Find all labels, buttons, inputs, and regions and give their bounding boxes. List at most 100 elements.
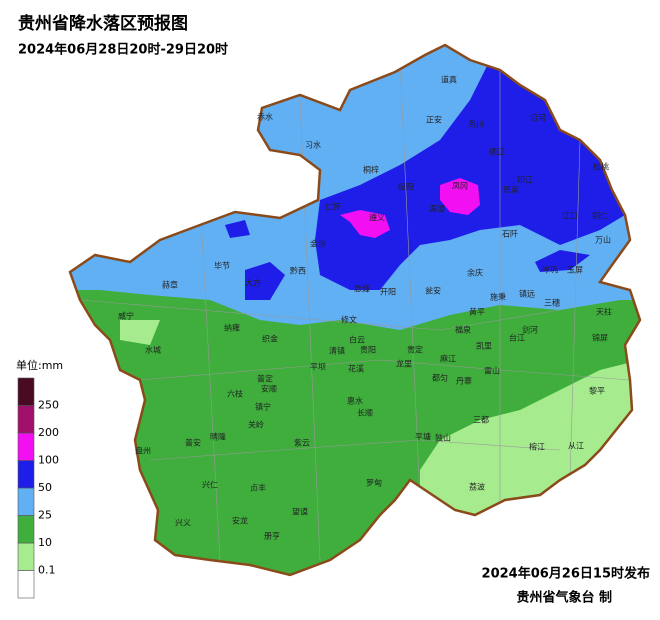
place-label: 黔西	[290, 266, 306, 276]
place-label: 瓮安	[425, 286, 441, 296]
place-label: 凤冈	[452, 182, 468, 191]
place-label: 六枝	[227, 389, 243, 399]
place-label: 余庆	[467, 268, 483, 278]
legend-label: 0.1	[38, 564, 56, 577]
place-label: 桐梓	[363, 165, 379, 175]
place-label: 毕节	[214, 261, 230, 271]
legend-swatch	[17, 460, 35, 489]
place-label: 紫云	[294, 439, 310, 448]
place-label: 雷山	[484, 366, 500, 376]
place-label: 从江	[568, 442, 584, 451]
place-label: 独山	[435, 433, 451, 443]
place-label: 印江	[517, 176, 533, 185]
legend-label: 50	[38, 481, 52, 494]
place-label: 安顺	[261, 384, 277, 394]
place-label: 三都	[473, 416, 489, 425]
place-label: 威宁	[118, 311, 134, 321]
place-label: 罗甸	[366, 478, 382, 488]
place-label: 赤水	[257, 112, 273, 122]
place-label: 岑巩	[542, 265, 558, 275]
place-label: 习水	[305, 140, 321, 150]
place-label: 兴仁	[202, 480, 218, 490]
place-label: 铜仁	[592, 211, 608, 221]
place-label: 望谟	[292, 507, 308, 517]
place-label: 纳雍	[224, 323, 240, 333]
place-label: 黄平	[469, 307, 485, 317]
place-label: 普定	[257, 374, 273, 384]
place-label: 荔波	[469, 482, 485, 492]
legend-label: 10	[38, 536, 52, 549]
agency: 贵州省气象台 制	[516, 590, 612, 606]
place-label: 金沙	[310, 239, 326, 249]
place-label: 江口	[562, 212, 578, 221]
place-label: 盘州	[135, 446, 151, 456]
place-label: 道真	[441, 75, 457, 85]
legend-swatch	[17, 432, 35, 461]
place-label: 思南	[503, 185, 519, 195]
subtitle: 2024年06月28日20时-29日20时	[18, 42, 228, 58]
place-label: 福泉	[455, 325, 471, 335]
legend-swatch	[17, 570, 35, 599]
province-border	[68, 43, 642, 577]
place-label: 关岭	[248, 420, 264, 430]
legend-swatch	[17, 377, 35, 406]
place-label: 晴隆	[210, 432, 226, 442]
place-label: 万山	[595, 235, 611, 245]
place-label: 镇远	[519, 289, 535, 299]
place-label: 平坝	[310, 363, 326, 372]
place-label: 贵定	[407, 345, 423, 355]
place-label: 镇宁	[255, 402, 271, 412]
issue-time: 2024年06月26日15时发布	[482, 566, 650, 582]
place-label: 修文	[341, 315, 357, 325]
place-label: 龙里	[396, 359, 412, 369]
place-label: 开阳	[380, 288, 396, 297]
place-label: 白云	[349, 335, 365, 345]
place-label: 花溪	[348, 364, 364, 374]
place-label: 沿河	[530, 113, 546, 123]
place-label: 台江	[509, 333, 525, 343]
place-label: 丹寨	[456, 376, 472, 386]
county-borders	[79, 59, 631, 561]
place-label: 麻江	[440, 354, 456, 364]
place-label: 湄潭	[429, 205, 445, 214]
legend-unit: 单位:mm	[16, 358, 63, 372]
place-label: 绥阳	[398, 182, 414, 192]
place-label: 玉屏	[567, 266, 583, 275]
place-label: 水城	[145, 345, 161, 355]
place-label: 贞丰	[250, 483, 266, 493]
legend-label: 100	[38, 454, 59, 467]
place-label: 榕江	[529, 442, 545, 452]
place-label: 织金	[262, 334, 278, 344]
place-label: 凯里	[476, 341, 492, 351]
place-label: 德江	[489, 147, 505, 157]
place-label: 清镇	[329, 346, 345, 356]
place-label: 平塘	[415, 432, 431, 442]
place-label: 仁怀	[325, 202, 341, 212]
place-label: 普安	[185, 438, 201, 448]
place-label: 兴义	[175, 519, 191, 528]
legend-swatch	[17, 542, 35, 571]
place-label: 三穗	[544, 298, 560, 308]
place-label: 天柱	[596, 307, 612, 317]
place-label: 遵义	[369, 213, 385, 223]
place-label: 安龙	[232, 516, 248, 526]
place-label: 锦屏	[592, 333, 608, 343]
place-label: 惠水	[347, 396, 363, 406]
place-label: 正安	[426, 115, 442, 125]
legend-label: 200	[38, 426, 59, 439]
legend-label: 250	[38, 399, 59, 412]
place-label: 松桃	[593, 162, 609, 172]
legend-swatch	[17, 487, 35, 516]
place-label: 都匀	[432, 373, 448, 383]
place-label: 剑河	[522, 325, 538, 335]
legend-swatch	[17, 515, 35, 544]
place-label: 息烽	[354, 284, 370, 294]
legend-label: 25	[38, 509, 52, 522]
place-label: 册亨	[264, 531, 280, 541]
place-label: 大方	[245, 278, 261, 288]
title: 贵州省降水落区预报图	[18, 13, 188, 34]
place-label: 务川	[468, 119, 484, 129]
